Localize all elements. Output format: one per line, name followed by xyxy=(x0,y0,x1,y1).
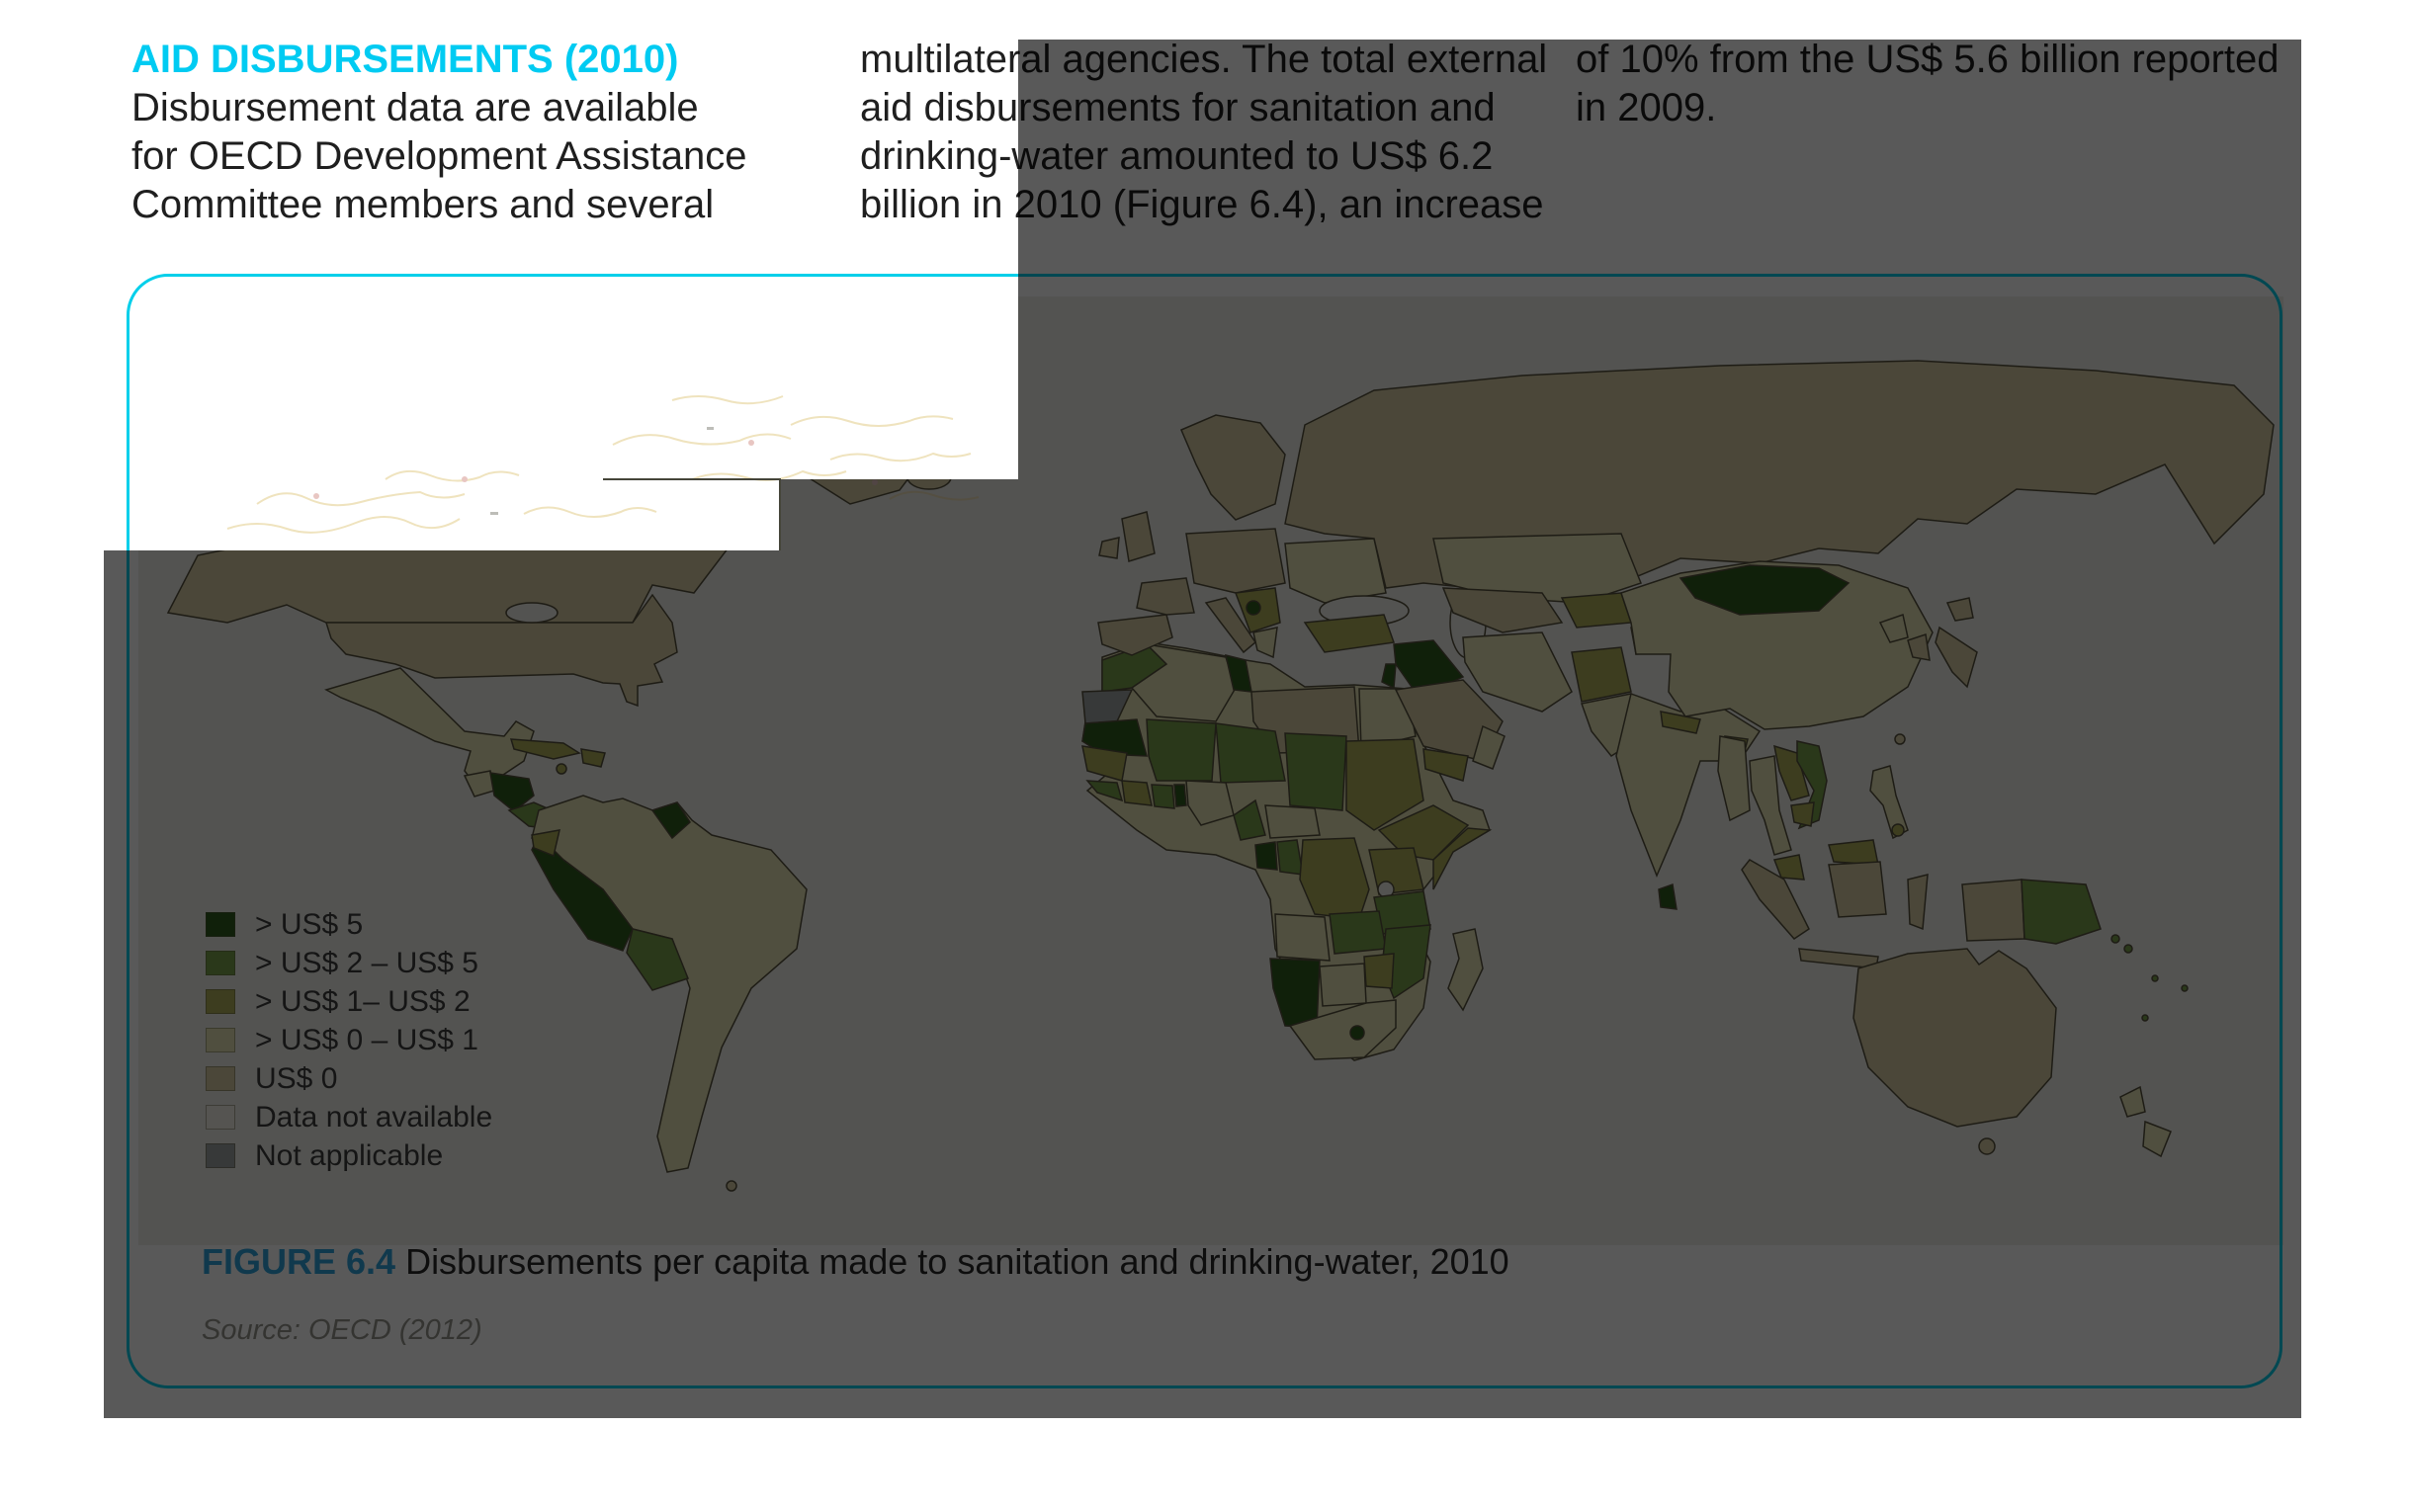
legend-label: US$ 0 xyxy=(255,1061,338,1095)
map-region xyxy=(556,763,567,775)
map-region xyxy=(1319,963,1367,1007)
map-region xyxy=(2181,984,2189,992)
legend-row: > US$ 1– US$ 2 xyxy=(206,982,492,1021)
legend-swatch xyxy=(206,1066,235,1091)
legend-label: Not applicable xyxy=(255,1138,444,1172)
map-region xyxy=(2141,1014,2149,1022)
body-line: aid disbursements for sanitation and xyxy=(860,86,1496,129)
legend-swatch xyxy=(206,912,235,937)
map-region xyxy=(1658,882,1678,910)
map-region xyxy=(1254,841,1278,871)
figure-source: Source: OECD (2012) xyxy=(202,1314,482,1346)
map-region xyxy=(2151,974,2159,982)
map-region xyxy=(1274,913,1331,962)
figure-caption: FIGURE 6.4 Disbursements per capita made… xyxy=(202,1241,1509,1283)
map-region xyxy=(1961,879,2025,942)
great-lakes xyxy=(505,602,559,624)
map-region xyxy=(1571,646,1632,703)
map-region xyxy=(1978,1137,1996,1155)
map-region xyxy=(2123,944,2133,954)
map-region xyxy=(1151,784,1175,809)
legend-label: > US$ 2 – US$ 5 xyxy=(255,946,478,979)
text-column-1: AID DISBURSEMENTS (2010) Disbursement da… xyxy=(131,36,774,229)
map-region xyxy=(1891,823,1905,837)
body-line: billion in 2010 (Figure 6.4), an increas… xyxy=(860,183,1544,226)
body-line: of 10% from the US$ 5.6 billion reported xyxy=(1576,38,2280,81)
legend-row: > US$ 2 – US$ 5 xyxy=(206,944,492,982)
body-line: multilateral agencies. The total externa… xyxy=(860,38,1548,81)
map-region xyxy=(1185,528,1286,594)
body-line: in 2009. xyxy=(1576,86,1717,129)
legend-swatch xyxy=(206,951,235,975)
faint-arctic-outlines xyxy=(226,395,980,534)
map-region xyxy=(1349,1025,1365,1041)
legend-swatch xyxy=(206,1143,235,1168)
map-region xyxy=(1894,733,1906,745)
capture-edge-line xyxy=(779,478,781,550)
map-region xyxy=(726,1180,737,1192)
section-heading: AID DISBURSEMENTS (2010) xyxy=(131,38,679,81)
legend-label: > US$ 1– US$ 2 xyxy=(255,984,471,1018)
text-column-3: of 10% from the US$ 5.6 billion reported… xyxy=(1576,36,2327,132)
map-region xyxy=(2110,934,2120,944)
legend-swatch xyxy=(206,1105,235,1130)
text-column-2: multilateral agencies. The total externa… xyxy=(860,36,1572,229)
legend-label: > US$ 5 xyxy=(255,907,364,941)
map-region xyxy=(1146,718,1217,782)
map-region xyxy=(1368,847,1424,895)
map-region xyxy=(1790,801,1815,827)
map-region xyxy=(1136,577,1195,616)
map-legend: > US$ 5 > US$ 2 – US$ 5 > US$ 1– US$ 2 > US… xyxy=(206,905,492,1175)
legend-label: > US$ 0 – US$ 1 xyxy=(255,1023,478,1056)
legend-row: Not applicable xyxy=(206,1136,492,1175)
map-region xyxy=(1828,861,1887,918)
map-region xyxy=(1828,839,1879,866)
map-region xyxy=(1284,732,1347,811)
legend-swatch xyxy=(206,989,235,1014)
map-region xyxy=(1264,804,1321,839)
capture-edge-line xyxy=(603,478,781,480)
map-region xyxy=(1121,780,1153,806)
legend-label: Data not available xyxy=(255,1100,493,1134)
legend-row: > US$ 5 xyxy=(206,905,492,944)
legend-swatch xyxy=(206,1028,235,1052)
legend-row: > US$ 0 – US$ 1 xyxy=(206,1021,492,1059)
figure-label: FIGURE 6.4 xyxy=(202,1241,396,1282)
map-region xyxy=(1215,722,1286,784)
figure-caption-text: Disbursements per capita made to sanitat… xyxy=(395,1241,1509,1282)
map-region xyxy=(1246,600,1261,616)
legend-row: US$ 0 xyxy=(206,1059,492,1098)
body-line: Disbursement data are available xyxy=(131,86,699,129)
map-region xyxy=(1173,784,1187,807)
body-line: for OECD Development Assistance xyxy=(131,134,747,178)
body-line: drinking-water amounted to US$ 6.2 xyxy=(860,134,1494,178)
legend-row: Data not available xyxy=(206,1098,492,1136)
map-region xyxy=(1363,953,1395,989)
map-region xyxy=(1329,910,1387,955)
body-line: Committee members and several xyxy=(131,183,715,226)
